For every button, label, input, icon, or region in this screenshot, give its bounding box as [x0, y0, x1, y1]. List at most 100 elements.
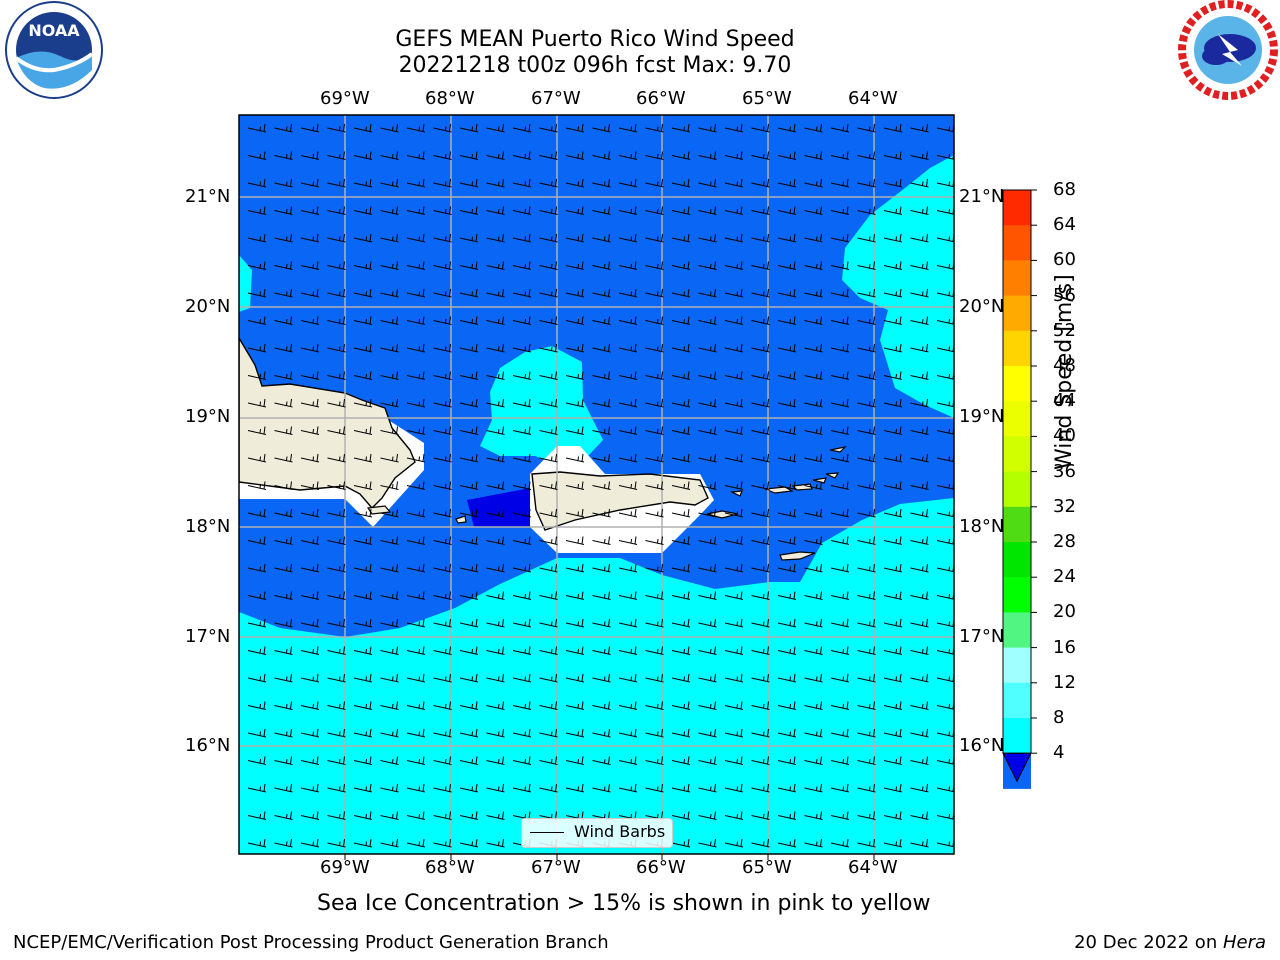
wind-barb [698, 206, 717, 215]
wind-barb [406, 316, 426, 325]
wind-barb [671, 701, 691, 710]
wind-barb [459, 673, 479, 683]
wind-barb [353, 536, 373, 545]
wind-barb [327, 261, 346, 270]
wind-barb [406, 481, 426, 490]
wind-barb [433, 123, 452, 133]
lon-label-bottom-69w: 69°W [320, 857, 370, 878]
wind-barb [592, 371, 611, 380]
wind-barb [618, 673, 638, 683]
wind-barb [857, 756, 876, 765]
wind-barb [910, 288, 929, 298]
wind-barb [804, 343, 823, 353]
wind-barb [433, 811, 452, 820]
colorbar-segment [1003, 471, 1031, 508]
wind-barb [645, 178, 664, 188]
wind-barb [539, 591, 558, 600]
colorbar-segments [1002, 189, 1032, 789]
lon-label-bottom-67w: 67°W [531, 857, 581, 878]
wind-barb [777, 426, 797, 435]
wind-barb [353, 206, 373, 215]
wind-barb [247, 453, 267, 463]
wind-barb [777, 756, 797, 765]
lon-label-top-66w: 66°W [636, 88, 686, 109]
wind-barb [512, 756, 532, 765]
wind-barb [857, 563, 876, 573]
wind-barb [459, 838, 479, 848]
wind-barb [618, 398, 638, 408]
wind-barb [459, 151, 479, 160]
wind-barb [777, 178, 797, 188]
wind-barb [592, 618, 611, 628]
colorbar-tick-label: 44 [1053, 390, 1076, 412]
wind-barb [804, 206, 823, 215]
wind-barb [645, 783, 664, 793]
wind-barb [327, 481, 346, 490]
wind-barb [247, 261, 267, 270]
colorbar-tick-label: 52 [1053, 319, 1076, 341]
wind-barb [406, 288, 426, 298]
wind-barb [724, 398, 744, 408]
wind-barb [539, 371, 558, 380]
wind-barb [459, 563, 479, 573]
wind-barb [910, 508, 929, 518]
wind-barb [592, 646, 611, 655]
wind-barb [698, 811, 717, 820]
wind-barb [247, 316, 267, 325]
wind-barb [777, 123, 797, 133]
wind-barb [565, 371, 585, 380]
wind-barb [592, 536, 611, 545]
wind-barb [380, 206, 399, 215]
wind-barb [433, 756, 452, 765]
wind-barb [353, 426, 373, 435]
wind-barb [724, 453, 744, 463]
wind-barb [804, 536, 823, 545]
wind-barb [300, 508, 320, 518]
wind-barb [830, 591, 850, 600]
wind-barb [645, 426, 664, 435]
wind-barb [777, 261, 797, 270]
wind-barb [459, 206, 479, 215]
wind-barb [777, 371, 797, 380]
wind-barb [247, 233, 267, 243]
wind-barb [645, 673, 664, 683]
colorbar-segment [1003, 260, 1031, 297]
noaa-logo: NOAA [5, 1, 103, 99]
wind-barb [698, 316, 717, 325]
wind-barb [433, 206, 452, 215]
wind-barb [406, 811, 426, 820]
wind-barb [353, 508, 373, 518]
wind-barb [486, 618, 505, 628]
wind-barb [857, 206, 876, 215]
wind-barb [830, 536, 850, 545]
lat-label-left-17n: 17°N [185, 626, 231, 647]
wind-barb [618, 646, 638, 655]
wind-barb [459, 371, 479, 380]
wind-barb [247, 206, 267, 215]
wind-barb [830, 756, 850, 765]
wind-barb [327, 123, 346, 133]
wind-barb [804, 563, 823, 573]
wind-barb [883, 206, 903, 215]
wind-barb [777, 728, 797, 738]
wind-barb [274, 508, 293, 518]
wind-barb [804, 371, 823, 380]
wind-barb [327, 288, 346, 298]
wind-barb [592, 563, 611, 573]
wind-barb [857, 178, 876, 188]
wind-barb [804, 481, 823, 490]
wind-barb [645, 756, 664, 765]
colorbar-tick-label: 24 [1053, 566, 1076, 588]
wind-barb [565, 261, 585, 270]
wind-barb [433, 673, 452, 683]
wind-barb [777, 151, 797, 160]
wind-barb [406, 453, 426, 463]
wind-barb [512, 536, 532, 545]
wind-barb [671, 426, 691, 435]
wind-barb [486, 783, 505, 793]
wind-barb [804, 646, 823, 655]
wind-barb [433, 618, 452, 628]
wind-barb [671, 811, 691, 820]
footer-date-text: 20 Dec 2022 on [1074, 932, 1223, 953]
wind-barb [539, 618, 558, 628]
